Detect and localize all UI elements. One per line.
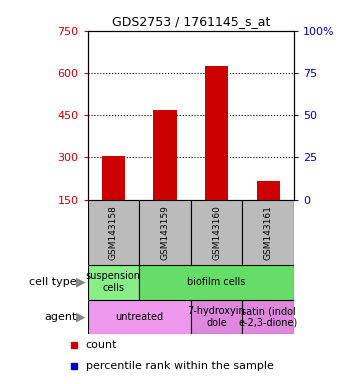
Bar — [242, 200, 294, 265]
Text: cell type: cell type — [29, 277, 77, 287]
Bar — [191, 300, 242, 334]
Text: agent: agent — [45, 312, 77, 322]
Text: GSM143161: GSM143161 — [264, 205, 273, 260]
Bar — [242, 300, 294, 334]
Bar — [205, 66, 228, 200]
Text: GSM143160: GSM143160 — [212, 205, 221, 260]
Bar — [191, 200, 242, 265]
Bar — [257, 181, 280, 200]
Text: count: count — [86, 339, 117, 350]
Text: biofilm cells: biofilm cells — [187, 277, 246, 287]
Text: satin (indol
e-2,3-dione): satin (indol e-2,3-dione) — [239, 306, 298, 328]
Text: GSM143159: GSM143159 — [160, 205, 169, 260]
Text: 7-hydroxyin
dole: 7-hydroxyin dole — [188, 306, 245, 328]
Text: suspension
cells: suspension cells — [86, 271, 141, 293]
Text: percentile rank within the sample: percentile rank within the sample — [86, 361, 274, 371]
Text: GSM143158: GSM143158 — [109, 205, 118, 260]
Text: untreated: untreated — [115, 312, 163, 322]
Bar — [88, 200, 139, 265]
Text: ▶: ▶ — [76, 310, 86, 323]
Title: GDS2753 / 1761145_s_at: GDS2753 / 1761145_s_at — [112, 15, 270, 28]
Bar — [88, 265, 139, 300]
Text: ▶: ▶ — [76, 276, 86, 289]
Bar — [139, 265, 294, 300]
Bar — [139, 200, 191, 265]
Bar — [88, 300, 191, 334]
Bar — [102, 156, 125, 200]
Bar — [153, 109, 176, 200]
